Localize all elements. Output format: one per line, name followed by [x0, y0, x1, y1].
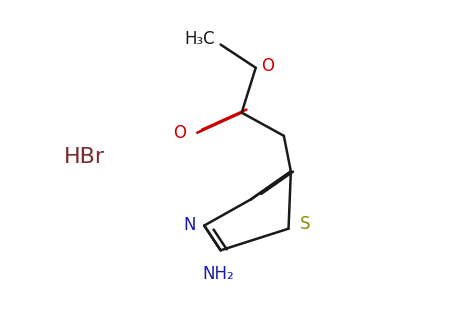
- Text: S: S: [300, 215, 310, 233]
- Text: O: O: [261, 57, 274, 75]
- Text: N: N: [183, 216, 195, 234]
- Text: H₃C: H₃C: [184, 30, 215, 48]
- Text: NH₂: NH₂: [202, 265, 234, 283]
- Text: HBr: HBr: [64, 147, 105, 168]
- Text: O: O: [173, 124, 186, 142]
